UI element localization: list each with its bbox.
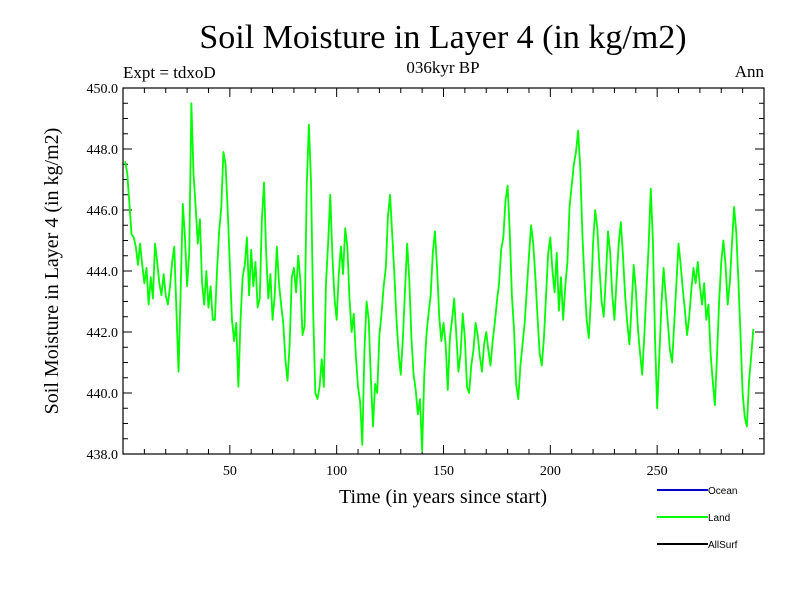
x-tick-label: 150 bbox=[433, 464, 454, 479]
x-tick-label: 250 bbox=[647, 464, 668, 479]
y-tick-label: 438.0 bbox=[87, 448, 119, 463]
series-line-land bbox=[124, 102, 755, 452]
y-tick-label: 450.0 bbox=[87, 82, 119, 97]
x-tick-label: 50 bbox=[223, 464, 237, 479]
legend-label-ocean: Ocean bbox=[708, 486, 737, 497]
expt-label: Expt = tdxoD bbox=[123, 63, 216, 82]
x-tick-label: 100 bbox=[326, 464, 347, 479]
plot-frame bbox=[122, 87, 765, 455]
y-axis-ticks: 438.0 440.0 442.0 444.0 446.0 448.0 450.0 bbox=[87, 82, 764, 463]
chart-title: Soil Moisture in Layer 4 (in kg/m2) bbox=[199, 19, 686, 56]
y-tick-label: 444.0 bbox=[87, 265, 119, 280]
legend-label-land: Land bbox=[708, 513, 730, 524]
legend: Ocean Land AllSurf bbox=[657, 486, 738, 551]
x-tick-label: 200 bbox=[540, 464, 561, 479]
x-axis-label: Time (in years since start) bbox=[339, 486, 547, 508]
legend-label-allsurf: AllSurf bbox=[708, 540, 738, 551]
y-tick-label: 446.0 bbox=[87, 204, 119, 219]
x-axis-ticks: 50 100 150 200 250 bbox=[143, 88, 744, 479]
period-label: Ann bbox=[735, 62, 765, 81]
series-layer bbox=[124, 102, 755, 452]
y-tick-label: 448.0 bbox=[87, 143, 119, 158]
chart-subtitle: 036kyr BP bbox=[406, 58, 479, 77]
y-tick-label: 442.0 bbox=[87, 326, 119, 341]
y-axis-label: Soil Moisture in Layer 4 (in kg/m2) bbox=[41, 128, 63, 415]
y-tick-label: 440.0 bbox=[87, 387, 119, 402]
